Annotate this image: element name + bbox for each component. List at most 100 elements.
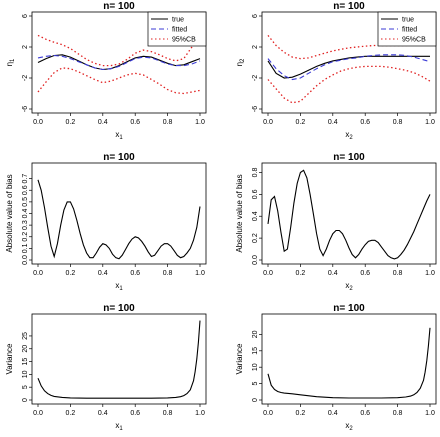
x-tick-label: 0.6 (360, 270, 370, 277)
y-axis-label-main: Variance (235, 343, 244, 375)
y-axis-label-main: η (5, 62, 14, 66)
plot-frame (261, 162, 437, 265)
y-axis-label: η2 (235, 58, 246, 66)
legend-label: 95%CB (402, 37, 426, 44)
x-axis-label-sub: 2 (349, 135, 353, 141)
y-tick-label: 0.4 (252, 211, 259, 221)
y-tick-label: 0.1 (22, 243, 29, 253)
y-tick-label: 0.2 (252, 233, 259, 243)
series-line-4 (37, 67, 201, 95)
y-tick-label: 6 (22, 14, 29, 18)
x-tick-label: 0.4 (98, 270, 108, 277)
y-tick-label: 15 (252, 347, 259, 355)
chart-title: n= 100 (333, 303, 365, 314)
y-tick-label: 0.0 (252, 255, 259, 265)
x-tick-label: 0.2 (296, 270, 306, 277)
x-axis-label: x1 (115, 281, 123, 292)
chart-title: n= 100 (333, 1, 365, 12)
series-line-1 (267, 327, 431, 399)
y-axis-label: Absolute value of bias (5, 174, 14, 252)
series-line-2 (37, 54, 201, 71)
chart-title: n= 100 (103, 303, 135, 314)
y-tick-label: 10 (22, 370, 29, 378)
chart-title: n= 100 (103, 152, 135, 163)
y-tick-label: 2 (252, 45, 259, 49)
x-axis-label-main: x (345, 421, 349, 430)
series-line-1 (37, 320, 201, 399)
y-axis-label-sub: 2 (240, 58, 246, 62)
legend-label: 95%CB (172, 37, 196, 44)
chart-title: n= 100 (103, 1, 135, 12)
x-axis-label-sub: 1 (119, 286, 123, 292)
y-tick-label: 6 (252, 14, 259, 18)
x-tick-label: 1.0 (425, 119, 435, 126)
x-axis-label-sub: 1 (119, 426, 123, 432)
x-tick-label: 0.6 (130, 270, 140, 277)
x-tick-label: 1.0 (195, 410, 205, 417)
y-axis-label-main: η (235, 62, 244, 66)
x-tick-label: 0.2 (66, 410, 76, 417)
plot-frame (31, 11, 207, 114)
chart-panel-6: n= 100 0.0 0.2 0.4 0.6 0.8 1.0 0 5 10 15 20 x2 Varian… (235, 303, 437, 432)
y-axis-label: Variance (235, 343, 244, 375)
x-tick-label: 0.2 (66, 119, 76, 126)
x-tick-label: 1.0 (195, 119, 205, 126)
legend-box (147, 11, 207, 47)
x-axis-label-sub: 2 (349, 286, 353, 292)
y-tick-label: 0.0 (22, 255, 29, 265)
y-tick-label: 0.8 (252, 167, 259, 177)
legend-label: true (402, 17, 414, 24)
y-tick-label: 0.7 (22, 174, 29, 184)
legend-label: fitted (172, 27, 187, 34)
y-tick-label: 15 (22, 358, 29, 366)
x-axis-label-main: x (115, 130, 119, 139)
plot-frame (261, 11, 437, 114)
plot-frame (31, 313, 207, 405)
x-tick-label: 0.8 (163, 119, 173, 126)
y-tick-label: 0.5 (22, 197, 29, 207)
x-tick-label: 0.2 (66, 270, 76, 277)
x-axis-label-sub: 1 (119, 135, 123, 141)
y-tick-label: -2 (252, 75, 259, 81)
x-axis-label-sub: 2 (349, 426, 353, 432)
x-tick-label: 0.4 (98, 119, 108, 126)
x-tick-label: 0.6 (360, 119, 370, 126)
x-tick-label: 0.6 (360, 410, 370, 417)
x-tick-label: 0.2 (296, 410, 306, 417)
x-tick-label: 0.8 (393, 119, 403, 126)
y-axis-label-main: Absolute value of bias (5, 174, 14, 252)
y-tick-label: -6 (252, 106, 259, 112)
series-line-1 (267, 169, 431, 260)
y-tick-label: 0 (252, 398, 259, 402)
y-axis-label: Variance (5, 343, 14, 375)
legend: true fitted 95%CB (377, 11, 437, 47)
y-tick-label: 0 (22, 398, 29, 402)
y-tick-label: 0.2 (22, 232, 29, 242)
chart-panel-4: n= 100 0.0 0.2 0.4 0.6 0.8 1.0 0.0 0.2 0.4 0.6 0.8 x… (235, 152, 437, 292)
series-line-1 (267, 55, 430, 79)
y-tick-label: -2 (22, 75, 29, 81)
x-axis-label: x1 (115, 130, 123, 141)
x-tick-label: 0.8 (163, 270, 173, 277)
y-tick-label: 0.6 (252, 189, 259, 199)
y-tick-label: 20 (252, 330, 259, 338)
x-tick-label: 0.4 (98, 410, 108, 417)
x-axis-label: x1 (115, 421, 123, 432)
y-tick-label: 2 (22, 45, 29, 49)
x-axis-label: x2 (345, 130, 353, 141)
y-tick-label: 5 (22, 385, 29, 389)
y-tick-label: 20 (22, 345, 29, 353)
x-tick-label: 1.0 (425, 410, 435, 417)
series-line-2 (267, 54, 431, 81)
legend-box (377, 11, 437, 47)
x-tick-label: 0.8 (163, 410, 173, 417)
y-tick-label: -6 (22, 106, 29, 112)
y-axis-label: Absolute value of bias (235, 174, 244, 252)
x-tick-label: 0.6 (130, 410, 140, 417)
x-tick-label: 0.0 (33, 410, 43, 417)
x-tick-label: 1.0 (425, 270, 435, 277)
